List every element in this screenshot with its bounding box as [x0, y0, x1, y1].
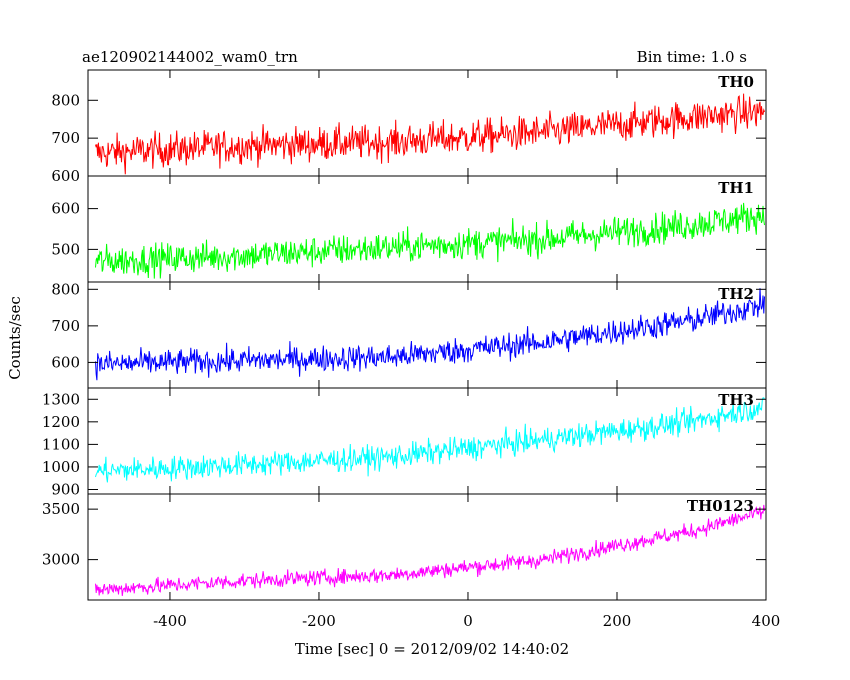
panel-label-th3: TH3 [718, 391, 754, 409]
x-tick-label: 400 [752, 612, 781, 630]
y-tick-label: 1200 [42, 413, 80, 431]
x-tick-label: -400 [153, 612, 187, 630]
x-tick-label: 0 [463, 612, 473, 630]
y-tick-label: 1000 [42, 458, 80, 476]
panel-th0123: 3000 3500 TH0123 [42, 493, 767, 601]
panel-label-th0: TH0 [718, 73, 754, 91]
y-tick-label: 1300 [42, 390, 80, 408]
panel-label-th1: TH1 [718, 179, 754, 197]
y-tick-label: 3500 [42, 500, 80, 518]
y-tick-label: 600 [51, 200, 80, 218]
panel-th1: 500 600 TH1 [51, 175, 767, 283]
y-tick-label: 500 [51, 240, 80, 258]
panels-group: 600 700 800 TH0 500 600 TH1 600 700 800 TH2 900 1000… [42, 69, 781, 630]
panel-label-th2: TH2 [718, 285, 754, 303]
panel-th0: 600 700 800 TH0 [51, 69, 767, 185]
y-tick-label: 3000 [42, 551, 80, 569]
y-tick-label: 700 [51, 317, 80, 335]
panel-frame [87, 387, 767, 495]
panel-label-th0123: TH0123 [687, 497, 754, 515]
y-tick-label: 900 [51, 480, 80, 498]
series-line-th0123 [95, 504, 765, 596]
y-tick-label: 600 [51, 353, 80, 371]
panel-frame [87, 281, 767, 389]
series-line-th1 [95, 202, 765, 279]
x-tick-label: 200 [603, 612, 632, 630]
y-axis-label: Counts/sec [6, 296, 24, 380]
x-axis-label: Time [sec] 0 = 2012/09/02 14:40:02 [295, 640, 569, 658]
panel-th2: 600 700 800 TH2 [51, 280, 767, 389]
panel-frame [87, 493, 767, 601]
series-line-th3 [95, 397, 765, 483]
y-tick-label: 600 [51, 167, 80, 185]
chart-title: ae120902144002_wam0_trn [82, 48, 298, 66]
y-tick-label: 800 [51, 280, 80, 298]
y-tick-label: 700 [51, 129, 80, 147]
y-tick-label: 800 [51, 91, 80, 109]
series-line-th0 [95, 93, 765, 175]
bin-time-label: Bin time: 1.0 s [637, 48, 747, 66]
panel-frame [87, 69, 767, 177]
panel-th3: 900 1000 1100 1200 1300 TH3 [42, 387, 767, 498]
x-tick-label: -200 [302, 612, 336, 630]
series-line-th2 [95, 288, 765, 381]
y-tick-label: 1100 [42, 435, 80, 453]
